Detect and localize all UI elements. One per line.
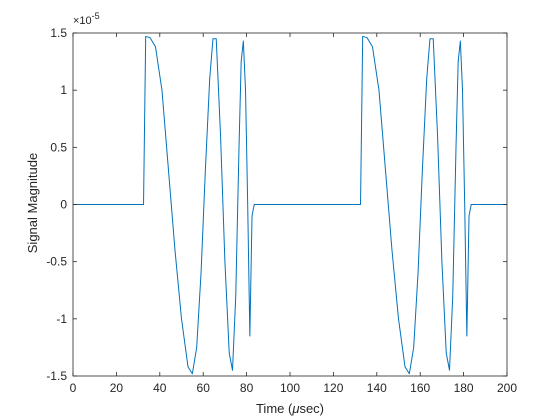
- y-tick-label: 0.5: [50, 140, 67, 154]
- y-tick-label: 0: [60, 198, 67, 212]
- x-axis-label: Time (μsec): [256, 401, 324, 416]
- x-tick-label: 180: [454, 381, 474, 395]
- y-exponent-label: ×10-5: [73, 11, 100, 27]
- x-tick-label: 140: [367, 381, 387, 395]
- x-axis: 0 20 40 60 80 100 120 140 160 180 200: [70, 33, 517, 395]
- x-tick-label: 160: [410, 381, 430, 395]
- x-tick-label: 200: [497, 381, 517, 395]
- y-axis: -1.5 -1 -0.5 0 0.5 1 1.5: [46, 26, 507, 383]
- y-axis-label: Signal Magnitude: [25, 153, 40, 253]
- x-tick-label: 40: [153, 381, 167, 395]
- y-tick-label: -1.5: [46, 369, 67, 383]
- x-tick-label: 120: [323, 381, 343, 395]
- x-tick-label: 20: [110, 381, 124, 395]
- y-tick-label: -0.5: [46, 255, 67, 269]
- y-tick-label: -1: [56, 312, 67, 326]
- x-tick-label: 100: [280, 381, 300, 395]
- series-layer: [73, 35, 507, 375]
- x-tick-label: 80: [240, 381, 254, 395]
- x-tick-label: 60: [197, 381, 211, 395]
- x-tick-label: 0: [70, 381, 77, 395]
- y-tick-label: 1: [60, 83, 67, 97]
- y-tick-label: 1.5: [50, 26, 67, 40]
- series-line-1: [73, 35, 507, 375]
